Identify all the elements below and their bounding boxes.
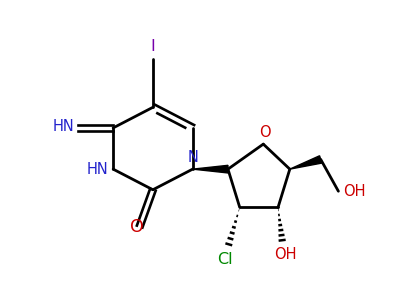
Text: I: I bbox=[150, 39, 155, 54]
Text: OH: OH bbox=[274, 247, 297, 262]
Text: HN: HN bbox=[87, 162, 109, 177]
Text: Cl: Cl bbox=[217, 252, 233, 267]
Text: OH: OH bbox=[343, 184, 365, 199]
Text: HN: HN bbox=[52, 119, 74, 134]
Text: O: O bbox=[259, 125, 270, 140]
Polygon shape bbox=[290, 156, 322, 169]
Text: O: O bbox=[130, 218, 144, 236]
Polygon shape bbox=[193, 165, 228, 173]
Text: N: N bbox=[187, 150, 198, 165]
